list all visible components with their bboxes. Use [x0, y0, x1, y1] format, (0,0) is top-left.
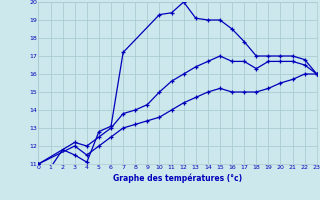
X-axis label: Graphe des températures (°c): Graphe des températures (°c): [113, 173, 242, 183]
